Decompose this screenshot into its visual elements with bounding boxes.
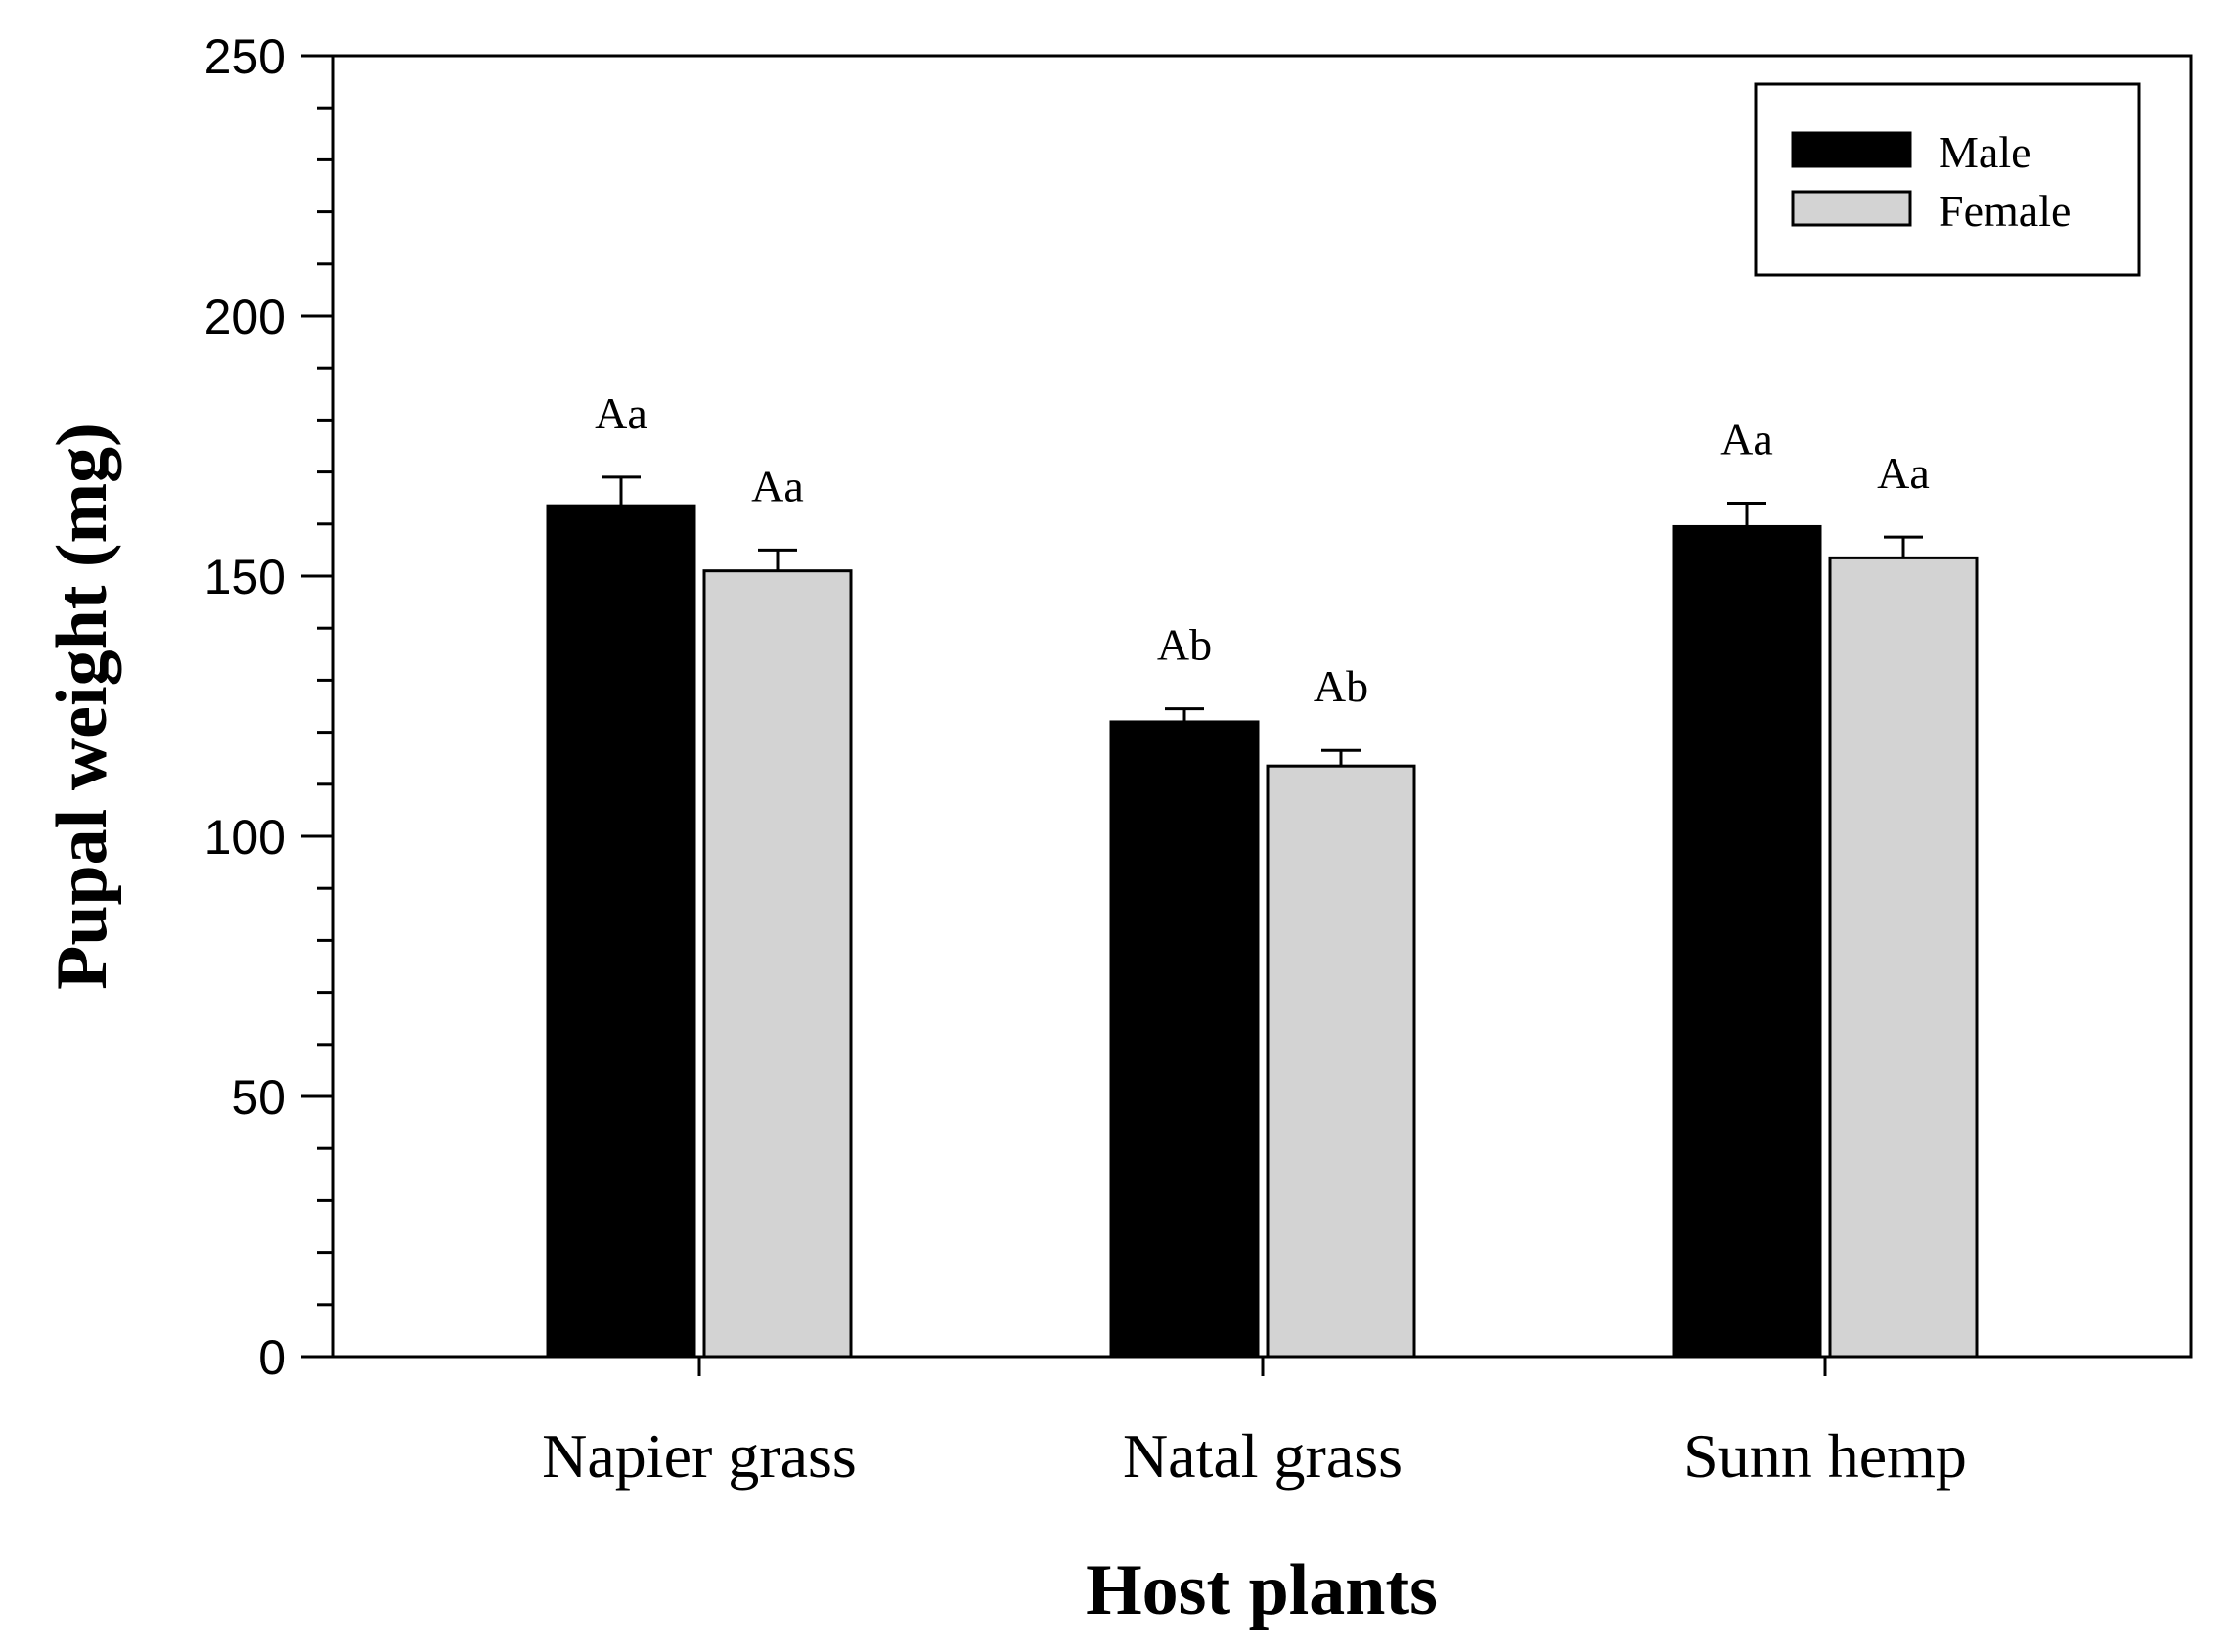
legend: Male Female — [1754, 82, 2141, 277]
y-tick-label: 0 — [258, 1330, 286, 1385]
significance-label: Ab — [1314, 661, 1368, 711]
significance-label: Aa — [751, 461, 804, 511]
legend-swatch-male — [1791, 131, 1912, 168]
y-tick-label: 100 — [204, 810, 286, 865]
y-axis-ticks: 0 50 100 150 200 250 — [204, 29, 333, 1385]
y-tick-label: 50 — [231, 1070, 286, 1125]
bar-female — [1828, 556, 1979, 1359]
x-axis-ticks: Napier grass Natal grass Sunn hemp — [542, 1357, 1967, 1491]
x-tick-label: Sunn hemp — [1683, 1421, 1967, 1491]
bar-male — [1672, 524, 1822, 1359]
legend-label-male: Male — [1939, 127, 2031, 177]
x-axis-title: Host plants — [1086, 1550, 1438, 1630]
legend-swatch-female — [1791, 190, 1912, 227]
y-tick-label: 250 — [204, 29, 286, 84]
significance-label: Ab — [1157, 620, 1212, 670]
bar-female — [702, 569, 853, 1359]
bars-group: Aa Aa Ab Ab Aa Aa — [546, 388, 1979, 1359]
legend-box — [1754, 82, 2141, 277]
significance-label: Aa — [1720, 415, 1773, 465]
significance-label: Aa — [1877, 448, 1930, 498]
y-tick-label: 200 — [204, 290, 286, 344]
significance-label: Aa — [595, 388, 647, 438]
bar-male — [546, 504, 696, 1359]
x-tick-label: Napier grass — [542, 1421, 857, 1491]
legend-label-female: Female — [1939, 186, 2071, 236]
y-axis-title: Pupal weight (mg) — [42, 423, 122, 990]
y-tick-label: 150 — [204, 550, 286, 604]
x-tick-label: Natal grass — [1123, 1421, 1403, 1491]
bar-male — [1109, 720, 1260, 1359]
bar-female — [1266, 764, 1416, 1359]
